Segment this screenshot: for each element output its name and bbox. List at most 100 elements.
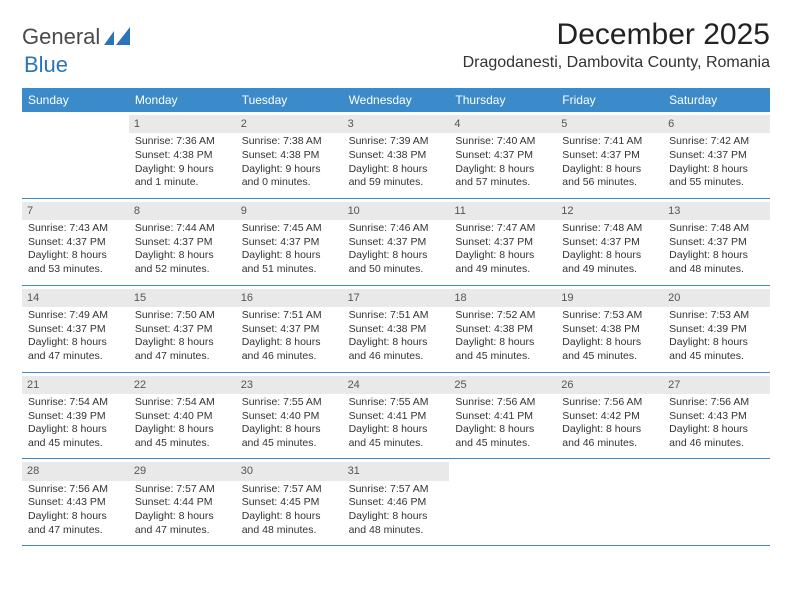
sunset-line: Sunset: 4:37 PM [455, 149, 550, 163]
sunset-line: Sunset: 4:38 PM [135, 149, 230, 163]
daylight-line: Daylight: 8 hours and 53 minutes. [28, 249, 123, 276]
daylight-line: Daylight: 8 hours and 47 minutes. [28, 336, 123, 363]
day-cell: 30Sunrise: 7:57 AMSunset: 4:45 PMDayligh… [236, 459, 343, 545]
sunset-line: Sunset: 4:37 PM [562, 149, 657, 163]
daylight-line: Daylight: 8 hours and 45 minutes. [669, 336, 764, 363]
day-number: 20 [663, 289, 770, 307]
sunrise-line: Sunrise: 7:57 AM [135, 483, 230, 497]
sunset-line: Sunset: 4:39 PM [28, 410, 123, 424]
daylight-line: Daylight: 8 hours and 55 minutes. [669, 163, 764, 190]
sunrise-line: Sunrise: 7:54 AM [135, 396, 230, 410]
day-cell: 3Sunrise: 7:39 AMSunset: 4:38 PMDaylight… [343, 112, 450, 198]
daylight-line: Daylight: 8 hours and 59 minutes. [349, 163, 444, 190]
day-number: 10 [343, 202, 450, 220]
daylight-line: Daylight: 8 hours and 49 minutes. [562, 249, 657, 276]
day-cell: 16Sunrise: 7:51 AMSunset: 4:37 PMDayligh… [236, 286, 343, 372]
day-cell: 2 Sunrise: 7:38 AMSunset: 4:38 PMDaylight… [236, 112, 343, 198]
daylight-line: Daylight: 8 hours and 45 minutes. [349, 423, 444, 450]
day-number: 12 [556, 202, 663, 220]
day-number: 16 [236, 289, 343, 307]
day-number: 31 [343, 462, 450, 480]
daylight-line: Daylight: 8 hours and 48 minutes. [242, 510, 337, 537]
sunrise-line: Sunrise: 7:57 AM [242, 483, 337, 497]
sunset-line: Sunset: 4:37 PM [669, 236, 764, 250]
daylight-line: Daylight: 8 hours and 45 minutes. [455, 336, 550, 363]
sunset-line: Sunset: 4:38 PM [242, 149, 337, 163]
sunset-line: Sunset: 4:38 PM [455, 323, 550, 337]
daylight-line: Daylight: 8 hours and 51 minutes. [242, 249, 337, 276]
day-cell [449, 459, 556, 545]
daylight-line: Daylight: 9 hours and 1 minute. [135, 163, 230, 190]
day-cell: 17Sunrise: 7:51 AMSunset: 4:38 PMDayligh… [343, 286, 450, 372]
sunrise-line: Sunrise: 7:46 AM [349, 222, 444, 236]
sunset-line: Sunset: 4:40 PM [242, 410, 337, 424]
day-cell: 26Sunrise: 7:56 AMSunset: 4:42 PMDayligh… [556, 373, 663, 459]
day-cell: 24Sunrise: 7:55 AMSunset: 4:41 PMDayligh… [343, 373, 450, 459]
sunset-line: Sunset: 4:41 PM [349, 410, 444, 424]
daylight-line: Daylight: 8 hours and 45 minutes. [242, 423, 337, 450]
month-title: December 2025 [463, 18, 770, 52]
daylight-line: Daylight: 8 hours and 46 minutes. [669, 423, 764, 450]
day-cell: 5Sunrise: 7:41 AMSunset: 4:37 PMDaylight… [556, 112, 663, 198]
day-number: 8 [129, 202, 236, 220]
daylight-line: Daylight: 8 hours and 50 minutes. [349, 249, 444, 276]
day-header-row: SundayMondayTuesdayWednesdayThursdayFrid… [22, 88, 770, 112]
day-cell: 28Sunrise: 7:56 AMSunset: 4:43 PMDayligh… [22, 459, 129, 545]
day-cell [663, 459, 770, 545]
daylight-line: Daylight: 9 hours and 0 minutes. [242, 163, 337, 190]
sunrise-line: Sunrise: 7:43 AM [28, 222, 123, 236]
day-number: 5 [556, 115, 663, 133]
day-header-cell: Monday [129, 88, 236, 112]
daylight-line: Daylight: 8 hours and 46 minutes. [242, 336, 337, 363]
sunrise-line: Sunrise: 7:42 AM [669, 135, 764, 149]
day-number: 15 [129, 289, 236, 307]
sunrise-line: Sunrise: 7:45 AM [242, 222, 337, 236]
sunset-line: Sunset: 4:37 PM [562, 236, 657, 250]
location: Dragodanesti, Dambovita County, Romania [463, 54, 770, 72]
sunrise-line: Sunrise: 7:56 AM [669, 396, 764, 410]
daylight-line: Daylight: 8 hours and 45 minutes. [28, 423, 123, 450]
week-row: 14Sunrise: 7:49 AMSunset: 4:37 PMDayligh… [22, 286, 770, 373]
sunrise-line: Sunrise: 7:50 AM [135, 309, 230, 323]
day-cell: 10Sunrise: 7:46 AMSunset: 4:37 PMDayligh… [343, 199, 450, 285]
daylight-line: Daylight: 8 hours and 48 minutes. [669, 249, 764, 276]
sunrise-line: Sunrise: 7:49 AM [28, 309, 123, 323]
title-block: December 2025 Dragodanesti, Dambovita Co… [463, 18, 770, 72]
sunset-line: Sunset: 4:37 PM [28, 236, 123, 250]
daylight-line: Daylight: 8 hours and 48 minutes. [349, 510, 444, 537]
day-header-cell: Thursday [449, 88, 556, 112]
day-number: 29 [129, 462, 236, 480]
daylight-line: Daylight: 8 hours and 49 minutes. [455, 249, 550, 276]
sunset-line: Sunset: 4:37 PM [242, 323, 337, 337]
day-cell: 18Sunrise: 7:52 AMSunset: 4:38 PMDayligh… [449, 286, 556, 372]
sunset-line: Sunset: 4:37 PM [455, 236, 550, 250]
day-number: 2 [236, 115, 343, 133]
sunrise-line: Sunrise: 7:53 AM [669, 309, 764, 323]
sunset-line: Sunset: 4:38 PM [349, 149, 444, 163]
daylight-line: Daylight: 8 hours and 45 minutes. [562, 336, 657, 363]
day-header-cell: Sunday [22, 88, 129, 112]
sunrise-line: Sunrise: 7:38 AM [242, 135, 337, 149]
sunset-line: Sunset: 4:37 PM [242, 236, 337, 250]
day-cell: 14Sunrise: 7:49 AMSunset: 4:37 PMDayligh… [22, 286, 129, 372]
day-cell: 22Sunrise: 7:54 AMSunset: 4:40 PMDayligh… [129, 373, 236, 459]
day-cell: 25Sunrise: 7:56 AMSunset: 4:41 PMDayligh… [449, 373, 556, 459]
sunset-line: Sunset: 4:38 PM [349, 323, 444, 337]
sunrise-line: Sunrise: 7:40 AM [455, 135, 550, 149]
daylight-line: Daylight: 8 hours and 45 minutes. [455, 423, 550, 450]
day-header-cell: Wednesday [343, 88, 450, 112]
day-header-cell: Friday [556, 88, 663, 112]
day-cell: 1Sunrise: 7:36 AMSunset: 4:38 PMDaylight… [129, 112, 236, 198]
day-number: 21 [22, 376, 129, 394]
day-cell: 8Sunrise: 7:44 AMSunset: 4:37 PMDaylight… [129, 199, 236, 285]
daylight-line: Daylight: 8 hours and 52 minutes. [135, 249, 230, 276]
sunrise-line: Sunrise: 7:57 AM [349, 483, 444, 497]
sunrise-line: Sunrise: 7:44 AM [135, 222, 230, 236]
sunrise-line: Sunrise: 7:51 AM [349, 309, 444, 323]
daylight-line: Daylight: 8 hours and 47 minutes. [135, 510, 230, 537]
sunset-line: Sunset: 4:41 PM [455, 410, 550, 424]
logo-shape-icon [104, 25, 132, 50]
sunset-line: Sunset: 4:43 PM [28, 496, 123, 510]
day-number: 6 [663, 115, 770, 133]
day-number: 26 [556, 376, 663, 394]
